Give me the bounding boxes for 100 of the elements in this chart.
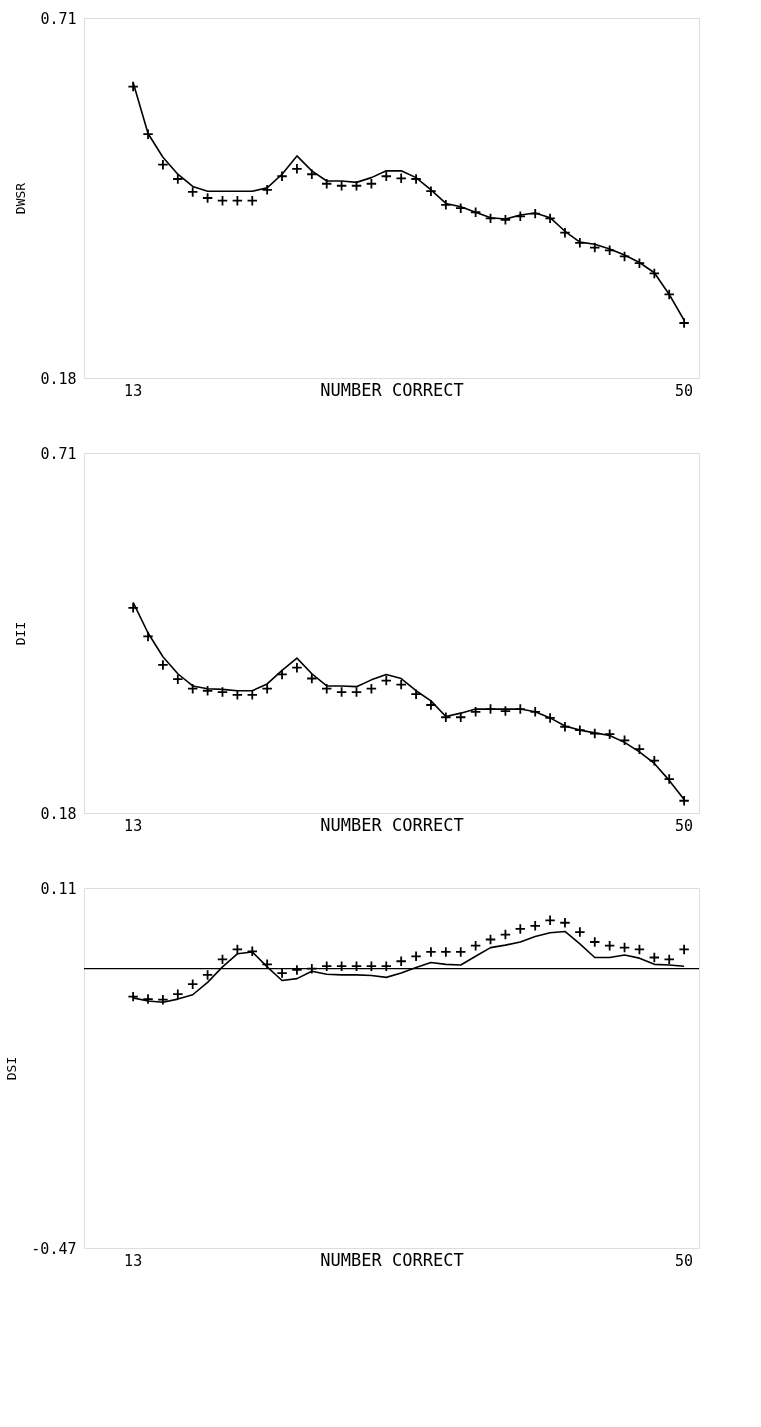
point bbox=[350, 686, 363, 698]
point bbox=[172, 988, 184, 1000]
point bbox=[261, 184, 273, 196]
point bbox=[678, 795, 690, 807]
point bbox=[589, 727, 601, 740]
x-tick-label: 13 bbox=[124, 1252, 143, 1270]
point bbox=[455, 711, 467, 723]
point bbox=[291, 662, 303, 674]
point bbox=[618, 734, 631, 746]
point bbox=[678, 943, 690, 956]
point bbox=[648, 951, 660, 964]
point bbox=[261, 683, 273, 695]
point bbox=[425, 699, 437, 711]
point bbox=[455, 946, 467, 958]
point bbox=[633, 943, 646, 956]
x-axis-title: NUMBER CORRECT bbox=[320, 1250, 464, 1270]
point bbox=[380, 674, 392, 687]
point bbox=[678, 317, 690, 329]
point bbox=[276, 668, 288, 681]
x-tick-label: 50 bbox=[675, 382, 694, 400]
point bbox=[484, 703, 497, 715]
point bbox=[365, 960, 378, 972]
point bbox=[306, 672, 318, 685]
point bbox=[499, 705, 512, 717]
point bbox=[514, 703, 526, 715]
point bbox=[618, 941, 631, 954]
y-tick-label: 0.18 bbox=[40, 804, 77, 823]
point bbox=[574, 237, 586, 249]
point bbox=[529, 920, 541, 932]
point bbox=[559, 227, 571, 239]
point bbox=[589, 241, 601, 254]
point bbox=[335, 180, 348, 192]
y-tick-label: 0.18 bbox=[40, 369, 77, 388]
point bbox=[663, 773, 675, 785]
point bbox=[187, 186, 199, 198]
point bbox=[440, 199, 452, 211]
x-tick-label: 50 bbox=[675, 817, 694, 835]
point bbox=[142, 128, 154, 140]
point bbox=[246, 945, 258, 957]
point bbox=[380, 960, 392, 972]
y-axis-title: DWSR bbox=[13, 182, 29, 215]
point bbox=[216, 686, 229, 698]
point bbox=[559, 917, 571, 929]
point bbox=[633, 743, 646, 755]
point bbox=[440, 711, 452, 723]
point bbox=[246, 195, 258, 207]
point bbox=[663, 288, 675, 301]
point bbox=[469, 706, 482, 718]
point bbox=[499, 214, 512, 226]
point bbox=[216, 195, 229, 207]
x-tick-label: 50 bbox=[675, 1252, 694, 1270]
point bbox=[604, 940, 616, 952]
point bbox=[618, 250, 631, 263]
point bbox=[201, 969, 214, 981]
point bbox=[306, 168, 318, 180]
point bbox=[514, 923, 526, 935]
x-tick-label: 13 bbox=[124, 817, 143, 835]
point bbox=[350, 180, 363, 192]
point bbox=[574, 724, 586, 736]
y-tick-label: -0.47 bbox=[31, 1239, 77, 1258]
point bbox=[365, 683, 378, 695]
point bbox=[350, 960, 363, 972]
point bbox=[544, 914, 556, 926]
point bbox=[335, 686, 348, 698]
point bbox=[380, 170, 392, 182]
point bbox=[306, 963, 318, 975]
point bbox=[544, 712, 556, 724]
point bbox=[321, 178, 333, 190]
point bbox=[559, 721, 571, 733]
point bbox=[157, 659, 169, 671]
point bbox=[127, 602, 139, 614]
x-axis-title: NUMBER CORRECT bbox=[320, 815, 464, 835]
point bbox=[187, 978, 199, 990]
point bbox=[157, 994, 169, 1006]
point bbox=[201, 685, 214, 697]
y-axis-title: DSI bbox=[4, 1056, 20, 1081]
point bbox=[335, 960, 348, 972]
point bbox=[484, 933, 497, 946]
point bbox=[410, 950, 422, 962]
point bbox=[142, 993, 154, 1005]
point bbox=[172, 173, 184, 185]
point bbox=[589, 936, 601, 948]
y-axis-title: DII bbox=[13, 621, 29, 646]
point bbox=[395, 172, 407, 184]
x-axis-title: NUMBER CORRECT bbox=[320, 380, 464, 400]
point bbox=[395, 955, 407, 967]
point bbox=[425, 185, 437, 197]
point bbox=[455, 202, 467, 214]
point bbox=[514, 210, 526, 222]
point bbox=[574, 926, 586, 938]
y-tick-label: 0.71 bbox=[40, 444, 77, 463]
point bbox=[321, 683, 333, 695]
x-tick-label: 13 bbox=[124, 382, 143, 400]
point bbox=[410, 173, 422, 185]
point bbox=[201, 192, 214, 204]
point bbox=[469, 206, 482, 218]
point bbox=[648, 755, 660, 767]
point bbox=[410, 688, 422, 700]
point bbox=[291, 163, 303, 175]
y-tick-label: 0.11 bbox=[40, 879, 77, 898]
